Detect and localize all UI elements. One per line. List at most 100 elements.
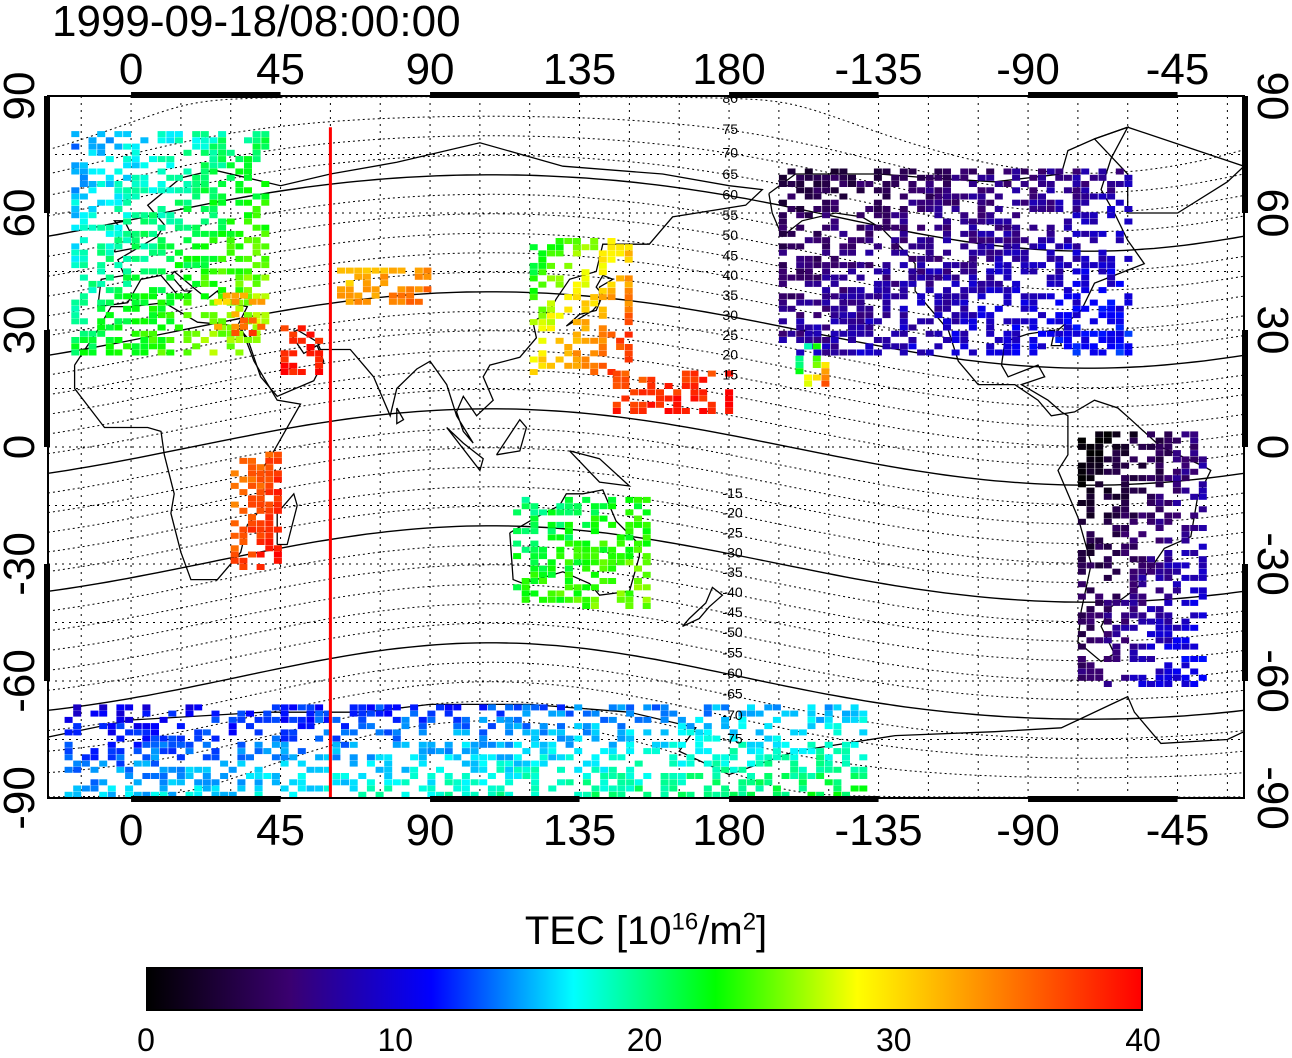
tec-pixel — [375, 766, 384, 773]
tec-pixel — [1086, 493, 1095, 500]
tec-pixel — [778, 212, 787, 219]
tec-pixel — [200, 337, 209, 343]
tec-pixel — [738, 779, 747, 786]
tec-pixel — [582, 553, 591, 560]
tec-pixel — [1077, 662, 1086, 669]
tec-pixel — [371, 267, 380, 274]
tec-pixel — [157, 343, 166, 350]
tec-pixel — [192, 230, 201, 237]
tec-pixel — [323, 716, 332, 723]
tec-pixel — [856, 187, 865, 194]
tec-pixel — [977, 199, 986, 206]
tec-pixel — [681, 370, 690, 377]
tec-pixel — [669, 785, 678, 792]
tec-pixel — [151, 760, 159, 767]
tec-pixel — [582, 760, 591, 767]
tec-pixel — [796, 324, 805, 331]
tec-pixel — [778, 199, 787, 206]
tec-pixel — [228, 791, 237, 798]
tec-pixel — [157, 168, 166, 175]
tec-pixel — [71, 349, 80, 356]
tec-pixel — [690, 383, 699, 389]
tec-pixel — [256, 564, 265, 570]
tec-pixel — [960, 318, 969, 325]
tec-pixel — [804, 268, 813, 275]
tec-pixel — [414, 273, 423, 280]
lat-tick-right: -60 — [1248, 649, 1292, 713]
lon-tick-bottom: 90 — [406, 806, 455, 855]
tec-pixel — [764, 779, 773, 786]
tec-pixel — [116, 723, 125, 730]
tec-pixel — [200, 181, 209, 187]
tec-pixel — [174, 187, 183, 194]
tec-pixel — [237, 741, 246, 748]
tec-pixel — [1098, 230, 1107, 237]
tec-pixel — [1072, 293, 1081, 300]
tec-pixel — [192, 137, 201, 144]
tec-pixel — [778, 181, 787, 187]
tec-pixel — [209, 349, 218, 356]
tec-pixel — [564, 521, 573, 528]
tec-pixel — [582, 496, 591, 503]
tec-pixel — [1012, 199, 1021, 206]
magnetic-contour — [48, 96, 1244, 174]
tec-pixel — [539, 546, 547, 553]
tec-pixel — [131, 181, 140, 187]
tec-pixel — [1138, 531, 1147, 538]
tec-pixel — [1103, 681, 1112, 687]
tec-pixel — [538, 306, 547, 313]
tec-pixel — [453, 729, 462, 736]
tec-pixel — [88, 168, 97, 175]
tec-pixel — [859, 716, 868, 723]
frame-bar-bottom — [430, 796, 580, 802]
tec-pixel — [531, 785, 540, 792]
tec-pixel — [142, 735, 151, 742]
tec-pixel — [248, 520, 256, 527]
tec-pixel — [380, 267, 389, 274]
tec-pixel — [530, 528, 539, 535]
tec-pixel — [209, 149, 218, 156]
tec-pixel — [354, 298, 363, 305]
tec-pixel — [1164, 599, 1173, 606]
tec-pixel — [582, 521, 591, 528]
tec-pixel — [821, 380, 830, 387]
tec-pixel — [521, 546, 530, 553]
tec-pixel — [315, 735, 324, 742]
tec-pixel — [1112, 568, 1121, 575]
tec-pixel — [656, 389, 664, 396]
tec-pixel — [960, 243, 969, 250]
tec-pixel — [1164, 612, 1173, 619]
tec-pixel — [1181, 674, 1190, 681]
tec-pixel — [1107, 305, 1116, 312]
tec-pixel — [88, 280, 97, 287]
tec-pixel — [891, 212, 900, 219]
tec-pixel — [538, 319, 547, 326]
tec-pixel — [218, 230, 227, 237]
tec-pixel — [1098, 255, 1107, 262]
tec-pixel — [1138, 568, 1147, 575]
tec-pixel — [634, 496, 642, 503]
tec-pixel — [1121, 674, 1130, 681]
tec-pixel — [261, 262, 270, 269]
tec-pixel — [908, 337, 917, 343]
tec-pixel — [822, 174, 831, 181]
tec-pixel — [994, 287, 1003, 294]
tec-pixel — [607, 244, 616, 251]
tec-pixel — [590, 546, 599, 553]
tec-pixel — [1063, 337, 1072, 343]
tec-pixel — [986, 218, 995, 225]
tec-pixel — [917, 318, 926, 325]
tec-pixel — [917, 299, 926, 306]
tec-pixel — [349, 729, 358, 736]
tec-pixel — [1089, 343, 1098, 350]
tec-pixel — [470, 766, 479, 773]
tec-pixel — [289, 716, 298, 723]
tec-pixel — [612, 376, 621, 383]
tec-pixel — [873, 187, 882, 194]
tec-pixel — [1115, 337, 1124, 343]
tec-pixel — [643, 729, 652, 736]
tec-pixel — [79, 330, 88, 337]
tec-pixel — [1055, 262, 1064, 269]
tec-pixel — [1181, 618, 1190, 625]
tec-pixel — [140, 255, 149, 262]
